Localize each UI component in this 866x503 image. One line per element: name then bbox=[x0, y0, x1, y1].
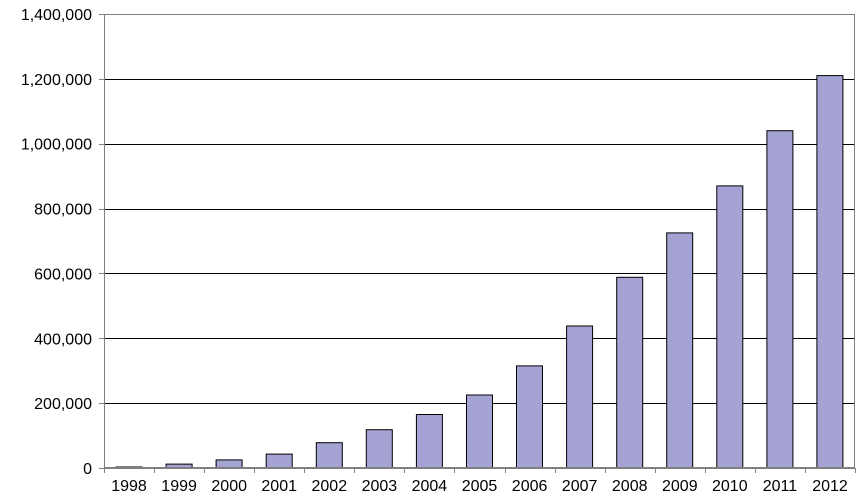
bar-2010 bbox=[716, 185, 744, 469]
x-tick-label: 2001 bbox=[261, 478, 297, 495]
bar-2002 bbox=[315, 442, 343, 469]
x-tick-label: 2003 bbox=[362, 478, 398, 495]
axes bbox=[99, 14, 856, 473]
x-tick-label: 2012 bbox=[812, 478, 848, 495]
x-tick-label: 2011 bbox=[763, 478, 798, 495]
x-tick-label: 2008 bbox=[612, 478, 648, 495]
y-tick-label: 200,000 bbox=[34, 396, 92, 413]
bar-2004 bbox=[415, 414, 443, 469]
bar-2006 bbox=[516, 365, 543, 469]
bar-2005 bbox=[466, 394, 493, 469]
x-tick-label: 2010 bbox=[712, 478, 748, 495]
bar-2008 bbox=[616, 276, 644, 469]
x-tick-label: 2002 bbox=[312, 478, 348, 495]
y-tick-label: 1,400,000 bbox=[21, 7, 92, 24]
bars bbox=[115, 75, 844, 469]
y-tick-label: 600,000 bbox=[34, 266, 92, 283]
x-tick-label: 2007 bbox=[562, 478, 598, 495]
y-tick-label: 1,000,000 bbox=[21, 137, 92, 154]
x-tick-label: 1999 bbox=[161, 478, 197, 495]
y-tick-label: 400,000 bbox=[34, 331, 92, 348]
bar-2003 bbox=[365, 429, 393, 469]
y-axis-tick-labels: 0 200,000 400,000 600,000 800,000 1,000,000 1,… bbox=[21, 7, 92, 478]
bar-2007 bbox=[566, 325, 594, 469]
bar-2000 bbox=[215, 459, 243, 469]
bar-2009 bbox=[666, 232, 694, 469]
y-tick-label: 1,200,000 bbox=[21, 72, 92, 89]
x-tick-label: 2005 bbox=[462, 478, 498, 495]
bar-2001 bbox=[265, 453, 293, 469]
x-tick-label: 1998 bbox=[111, 478, 147, 495]
bar-2011 bbox=[766, 130, 794, 469]
x-tick-label: 2000 bbox=[211, 478, 247, 495]
x-axis-tick-labels: 1998 1999 2000 2001 2002 2003 2004 2005 2006 2007… bbox=[111, 478, 848, 495]
y-tick-label: 800,000 bbox=[34, 202, 92, 219]
bar-2012 bbox=[816, 75, 844, 469]
y-tick-label: 0 bbox=[83, 461, 92, 478]
x-tick-label: 2004 bbox=[412, 478, 448, 495]
x-tick-label: 2006 bbox=[512, 478, 548, 495]
x-tick-label: 2009 bbox=[662, 478, 698, 495]
